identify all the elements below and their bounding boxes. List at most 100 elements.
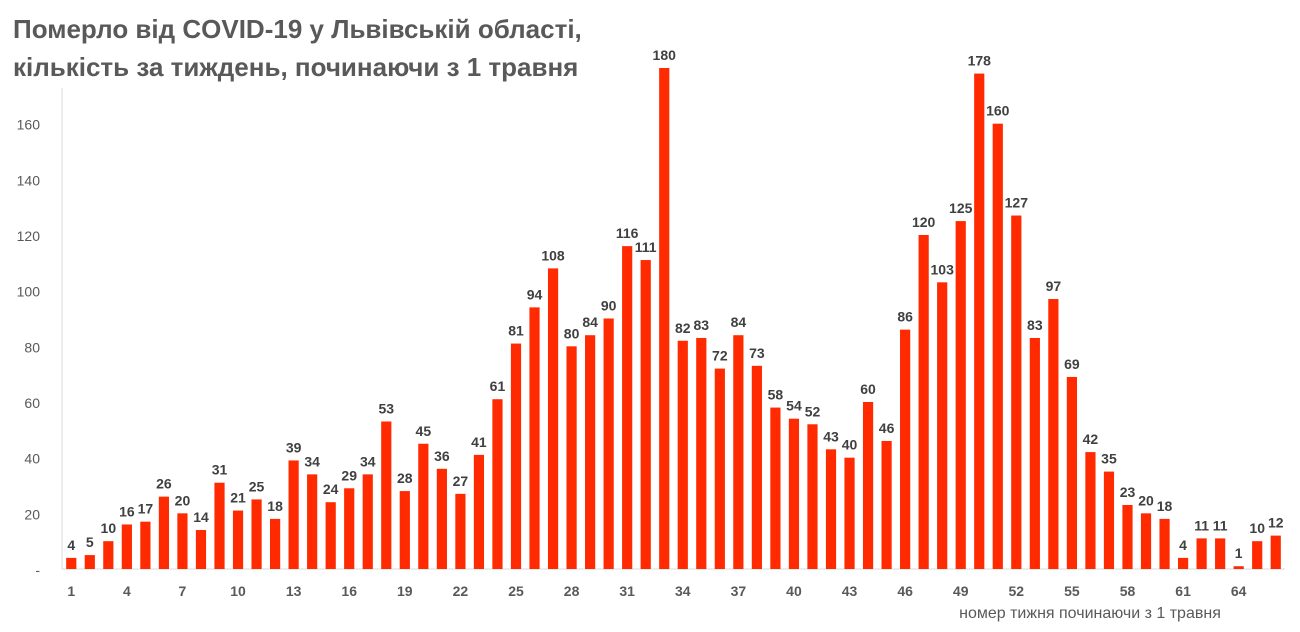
- x-tick-label: 61: [1175, 583, 1191, 599]
- bar: [1270, 535, 1281, 569]
- bar: [158, 496, 170, 569]
- data-label: 178: [968, 53, 992, 69]
- data-label: 4: [1179, 537, 1187, 553]
- x-tick-label: 58: [1120, 583, 1136, 599]
- x-tick-label: 40: [786, 583, 802, 599]
- bar: [844, 457, 855, 569]
- data-label: 11: [1194, 517, 1209, 533]
- data-label: 53: [378, 400, 394, 416]
- data-label: 54: [786, 398, 802, 414]
- data-label: 94: [527, 286, 543, 302]
- data-label: 28: [397, 470, 413, 486]
- y-tick-label: 140: [17, 172, 41, 188]
- x-tick-label: 49: [953, 583, 969, 599]
- bar: [66, 557, 77, 569]
- data-label: 83: [1027, 317, 1043, 333]
- data-label: 69: [1064, 356, 1080, 372]
- y-tick-label: -: [35, 562, 40, 578]
- data-label: 111: [635, 239, 657, 255]
- chart-title: Померло від COVID-19 у Львівській област…: [13, 10, 582, 86]
- data-label: 43: [823, 428, 839, 444]
- data-label: 20: [1138, 492, 1154, 508]
- bar: [362, 474, 373, 569]
- bar: [955, 221, 966, 569]
- data-label: 18: [267, 498, 283, 514]
- bar: [696, 337, 707, 569]
- bar: [585, 335, 596, 569]
- bar: [640, 260, 651, 569]
- bar: [418, 443, 429, 569]
- bar: [825, 449, 837, 569]
- data-label: 180: [653, 47, 677, 63]
- bar: [900, 329, 911, 569]
- bar: [1048, 299, 1059, 569]
- bar: [603, 318, 614, 569]
- data-label: 25: [249, 478, 265, 494]
- data-label: 61: [490, 378, 506, 394]
- data-label: 34: [304, 453, 320, 469]
- bar: [381, 421, 392, 569]
- bar: [251, 499, 262, 569]
- data-label: 10: [101, 520, 117, 536]
- data-label: 20: [175, 492, 191, 508]
- bar: [547, 268, 559, 569]
- bar: [1122, 504, 1133, 569]
- bar: [1252, 541, 1263, 569]
- data-label: 82: [675, 320, 691, 336]
- x-tick-label: 13: [286, 583, 302, 599]
- x-axis-ticks: 1 4 7 10 13 16 19 22 25 28 31 34 37 40 43 46 49 52 55 58 61 6…: [67, 583, 1246, 599]
- bar: [1233, 566, 1244, 569]
- data-label: 39: [286, 439, 302, 455]
- data-label: 23: [1120, 484, 1136, 500]
- bar: [399, 491, 410, 569]
- bar: [881, 440, 892, 569]
- data-label: 5: [86, 534, 94, 550]
- x-tick-label: 55: [1064, 583, 1080, 599]
- data-label: 27: [453, 473, 469, 489]
- x-tick-label: 46: [897, 583, 913, 599]
- bar: [288, 460, 299, 569]
- bar: [473, 454, 485, 569]
- bar: [807, 424, 818, 569]
- bar: [195, 530, 207, 569]
- data-label: 120: [912, 214, 936, 230]
- bar: [1085, 452, 1096, 569]
- data-label: 72: [712, 348, 728, 364]
- data-label: 160: [986, 103, 1010, 119]
- y-axis-ticks: - 20 40 60 80 100 120 140 160: [17, 117, 41, 578]
- bar: [177, 513, 188, 569]
- x-tick-label: 7: [179, 583, 187, 599]
- bar: [677, 340, 688, 569]
- x-tick-label: 64: [1231, 583, 1247, 599]
- data-label: 26: [156, 476, 172, 492]
- bar: [788, 418, 800, 569]
- data-label: 16: [119, 503, 135, 519]
- bar: [492, 399, 503, 569]
- data-label: 21: [230, 490, 246, 506]
- data-label: 36: [434, 448, 450, 464]
- data-label: 58: [768, 387, 784, 403]
- data-label: 10: [1249, 520, 1265, 536]
- data-label: 90: [601, 298, 617, 314]
- x-tick-label: 28: [564, 583, 580, 599]
- data-label: 17: [138, 501, 154, 517]
- data-label: 4: [67, 537, 75, 553]
- data-label: 60: [860, 381, 876, 397]
- data-label: 116: [616, 225, 639, 241]
- data-label: 103: [931, 261, 955, 277]
- data-label: 35: [1101, 451, 1117, 467]
- data-label: 84: [582, 314, 598, 330]
- data-label: 11: [1213, 517, 1228, 533]
- x-tick-label: 10: [230, 583, 246, 599]
- data-label: 34: [360, 453, 376, 469]
- bar: [140, 521, 151, 569]
- data-label: 73: [749, 345, 765, 361]
- data-label: 127: [1005, 195, 1029, 211]
- bar: [214, 482, 225, 569]
- bar: [436, 468, 447, 569]
- bar: [1177, 557, 1189, 569]
- bar: [84, 555, 95, 569]
- y-tick-label: 80: [24, 339, 40, 355]
